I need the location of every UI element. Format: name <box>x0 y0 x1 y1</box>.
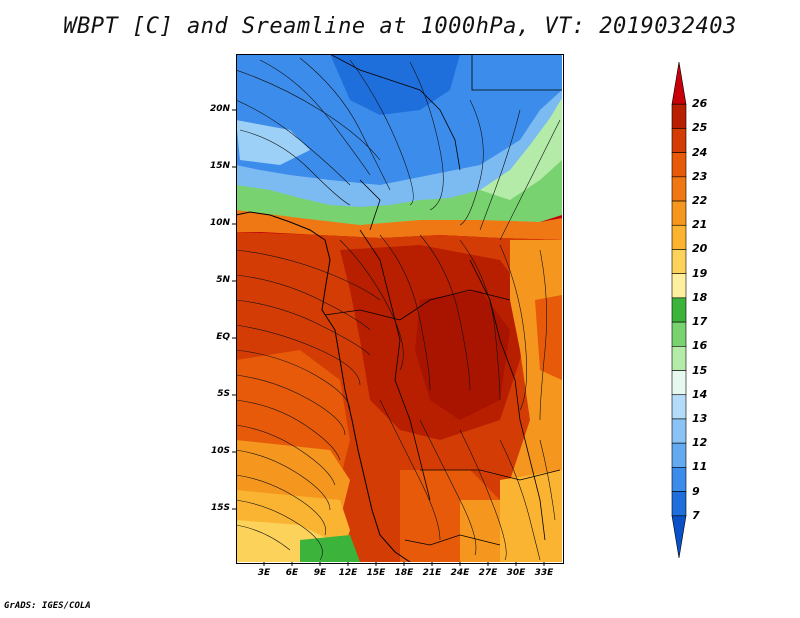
colorbar-swatch <box>671 515 687 559</box>
lat-label-10s: 10S <box>210 446 230 456</box>
colorbar-swatch <box>671 128 687 153</box>
colorbar-swatch <box>671 152 687 178</box>
colorbar-label: 25 <box>692 121 708 135</box>
colorbar-swatch <box>671 297 687 323</box>
lat-label-15n: 15N <box>209 161 230 171</box>
colorbar-swatch <box>671 200 687 226</box>
colorbar-label: 21 <box>692 218 708 232</box>
colorbar <box>671 61 687 559</box>
colorbar-label: 16 <box>692 339 708 353</box>
colorbar-label: 19 <box>692 266 708 280</box>
lat-label-10n: 10N <box>209 218 230 228</box>
colorbar-swatch <box>671 224 687 250</box>
colorbar-swatch <box>671 176 687 202</box>
lon-label-12e: 12E <box>338 568 358 578</box>
lon-ticks <box>263 562 545 566</box>
colorbar-swatch <box>671 394 687 420</box>
colorbar-label: 26 <box>692 97 708 111</box>
colorbar-swatch <box>671 346 687 371</box>
colorbar-swatch <box>671 442 687 468</box>
lat-label-5n: 5N <box>216 275 230 285</box>
lon-label-30e: 30E <box>506 568 526 578</box>
colorbar-swatch <box>671 61 687 105</box>
lon-label-3e: 3E <box>257 568 271 578</box>
lat-label-20n: 20N <box>209 104 230 114</box>
colorbar-swatch <box>671 249 687 274</box>
colorbar-label: 24 <box>692 145 708 159</box>
map-frame <box>236 54 564 564</box>
colorbar-label: 13 <box>692 411 708 425</box>
colorbar-label: 22 <box>692 194 708 208</box>
lon-label-15e: 15E <box>366 568 386 578</box>
colorbar-label: 18 <box>692 290 708 304</box>
colorbar-swatch <box>671 467 687 492</box>
lon-label-6e: 6E <box>285 568 299 578</box>
lon-label-21e: 21E <box>422 568 442 578</box>
colorbar-label: 17 <box>692 315 708 329</box>
colorbar-swatch <box>671 418 687 444</box>
lon-label-27e: 27E <box>478 568 498 578</box>
colorbar-swatch <box>671 491 687 517</box>
colorbar-label: 23 <box>692 169 708 183</box>
lat-ticks <box>232 109 236 510</box>
colorbar-label: 14 <box>692 387 708 401</box>
lat-label-eq: EQ <box>216 332 230 342</box>
lat-label-15s: 15S <box>210 503 230 513</box>
colorbar-swatch <box>671 273 687 299</box>
colorbar-label: 20 <box>692 242 708 256</box>
lon-label-33e: 33E <box>534 568 554 578</box>
colorbar-label: 11 <box>692 460 708 474</box>
footer-credit: GrADS: IGES/COLA <box>4 601 91 611</box>
lon-label-24e: 24E <box>450 568 470 578</box>
map-title: WBPT [C] and Sreamline at 1000hPa, VT: 2… <box>63 14 737 39</box>
temperature-field <box>236 54 562 562</box>
lon-label-18e: 18E <box>394 568 414 578</box>
colorbar-swatch <box>671 321 687 347</box>
streamlines <box>236 57 561 561</box>
colorbar-label: 9 <box>692 484 700 498</box>
lat-label-5s: 5S <box>217 389 230 399</box>
colorbar-swatch <box>671 370 687 396</box>
colorbar-label: 15 <box>692 363 708 377</box>
colorbar-label: 7 <box>692 508 700 522</box>
colorbar-swatch <box>671 103 687 129</box>
lon-label-9e: 9E <box>313 568 327 578</box>
colorbar-label: 12 <box>692 436 708 450</box>
